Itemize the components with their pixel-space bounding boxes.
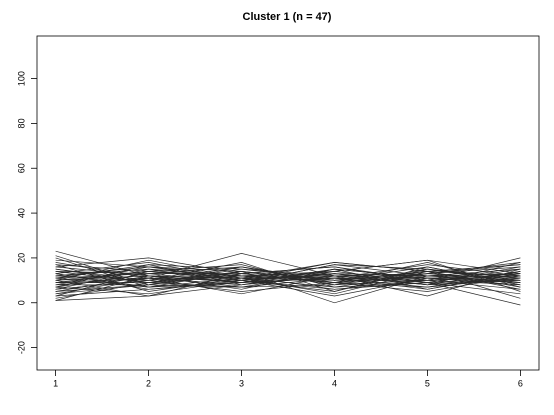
x-tick-label: 2 [146,378,151,388]
x-tick-label: 3 [239,378,244,388]
y-tick-label: -20 [16,341,26,354]
series-line [55,259,521,283]
series-line [55,266,521,297]
y-tick-label: 20 [16,253,26,263]
x-tick-label: 6 [518,378,523,388]
series-line [55,268,521,299]
y-tick-label: 40 [16,208,26,218]
series-line [55,268,521,297]
series-line [55,259,521,292]
series-line [55,257,521,299]
series-line [55,273,521,290]
y-tick-label: 80 [16,118,26,128]
series-line [55,264,521,295]
y-tick-label: 60 [16,163,26,173]
y-tick-label: 100 [16,71,26,86]
chart-title: Cluster 1 (n = 47) [243,11,332,23]
plot-frame [36,35,540,371]
series-line [55,262,521,297]
y-tick-label: 0 [16,300,26,305]
series-line [55,264,521,292]
x-tick-label: 5 [425,378,430,388]
x-tick-label: 4 [332,378,337,388]
x-tick-label: 1 [53,378,58,388]
